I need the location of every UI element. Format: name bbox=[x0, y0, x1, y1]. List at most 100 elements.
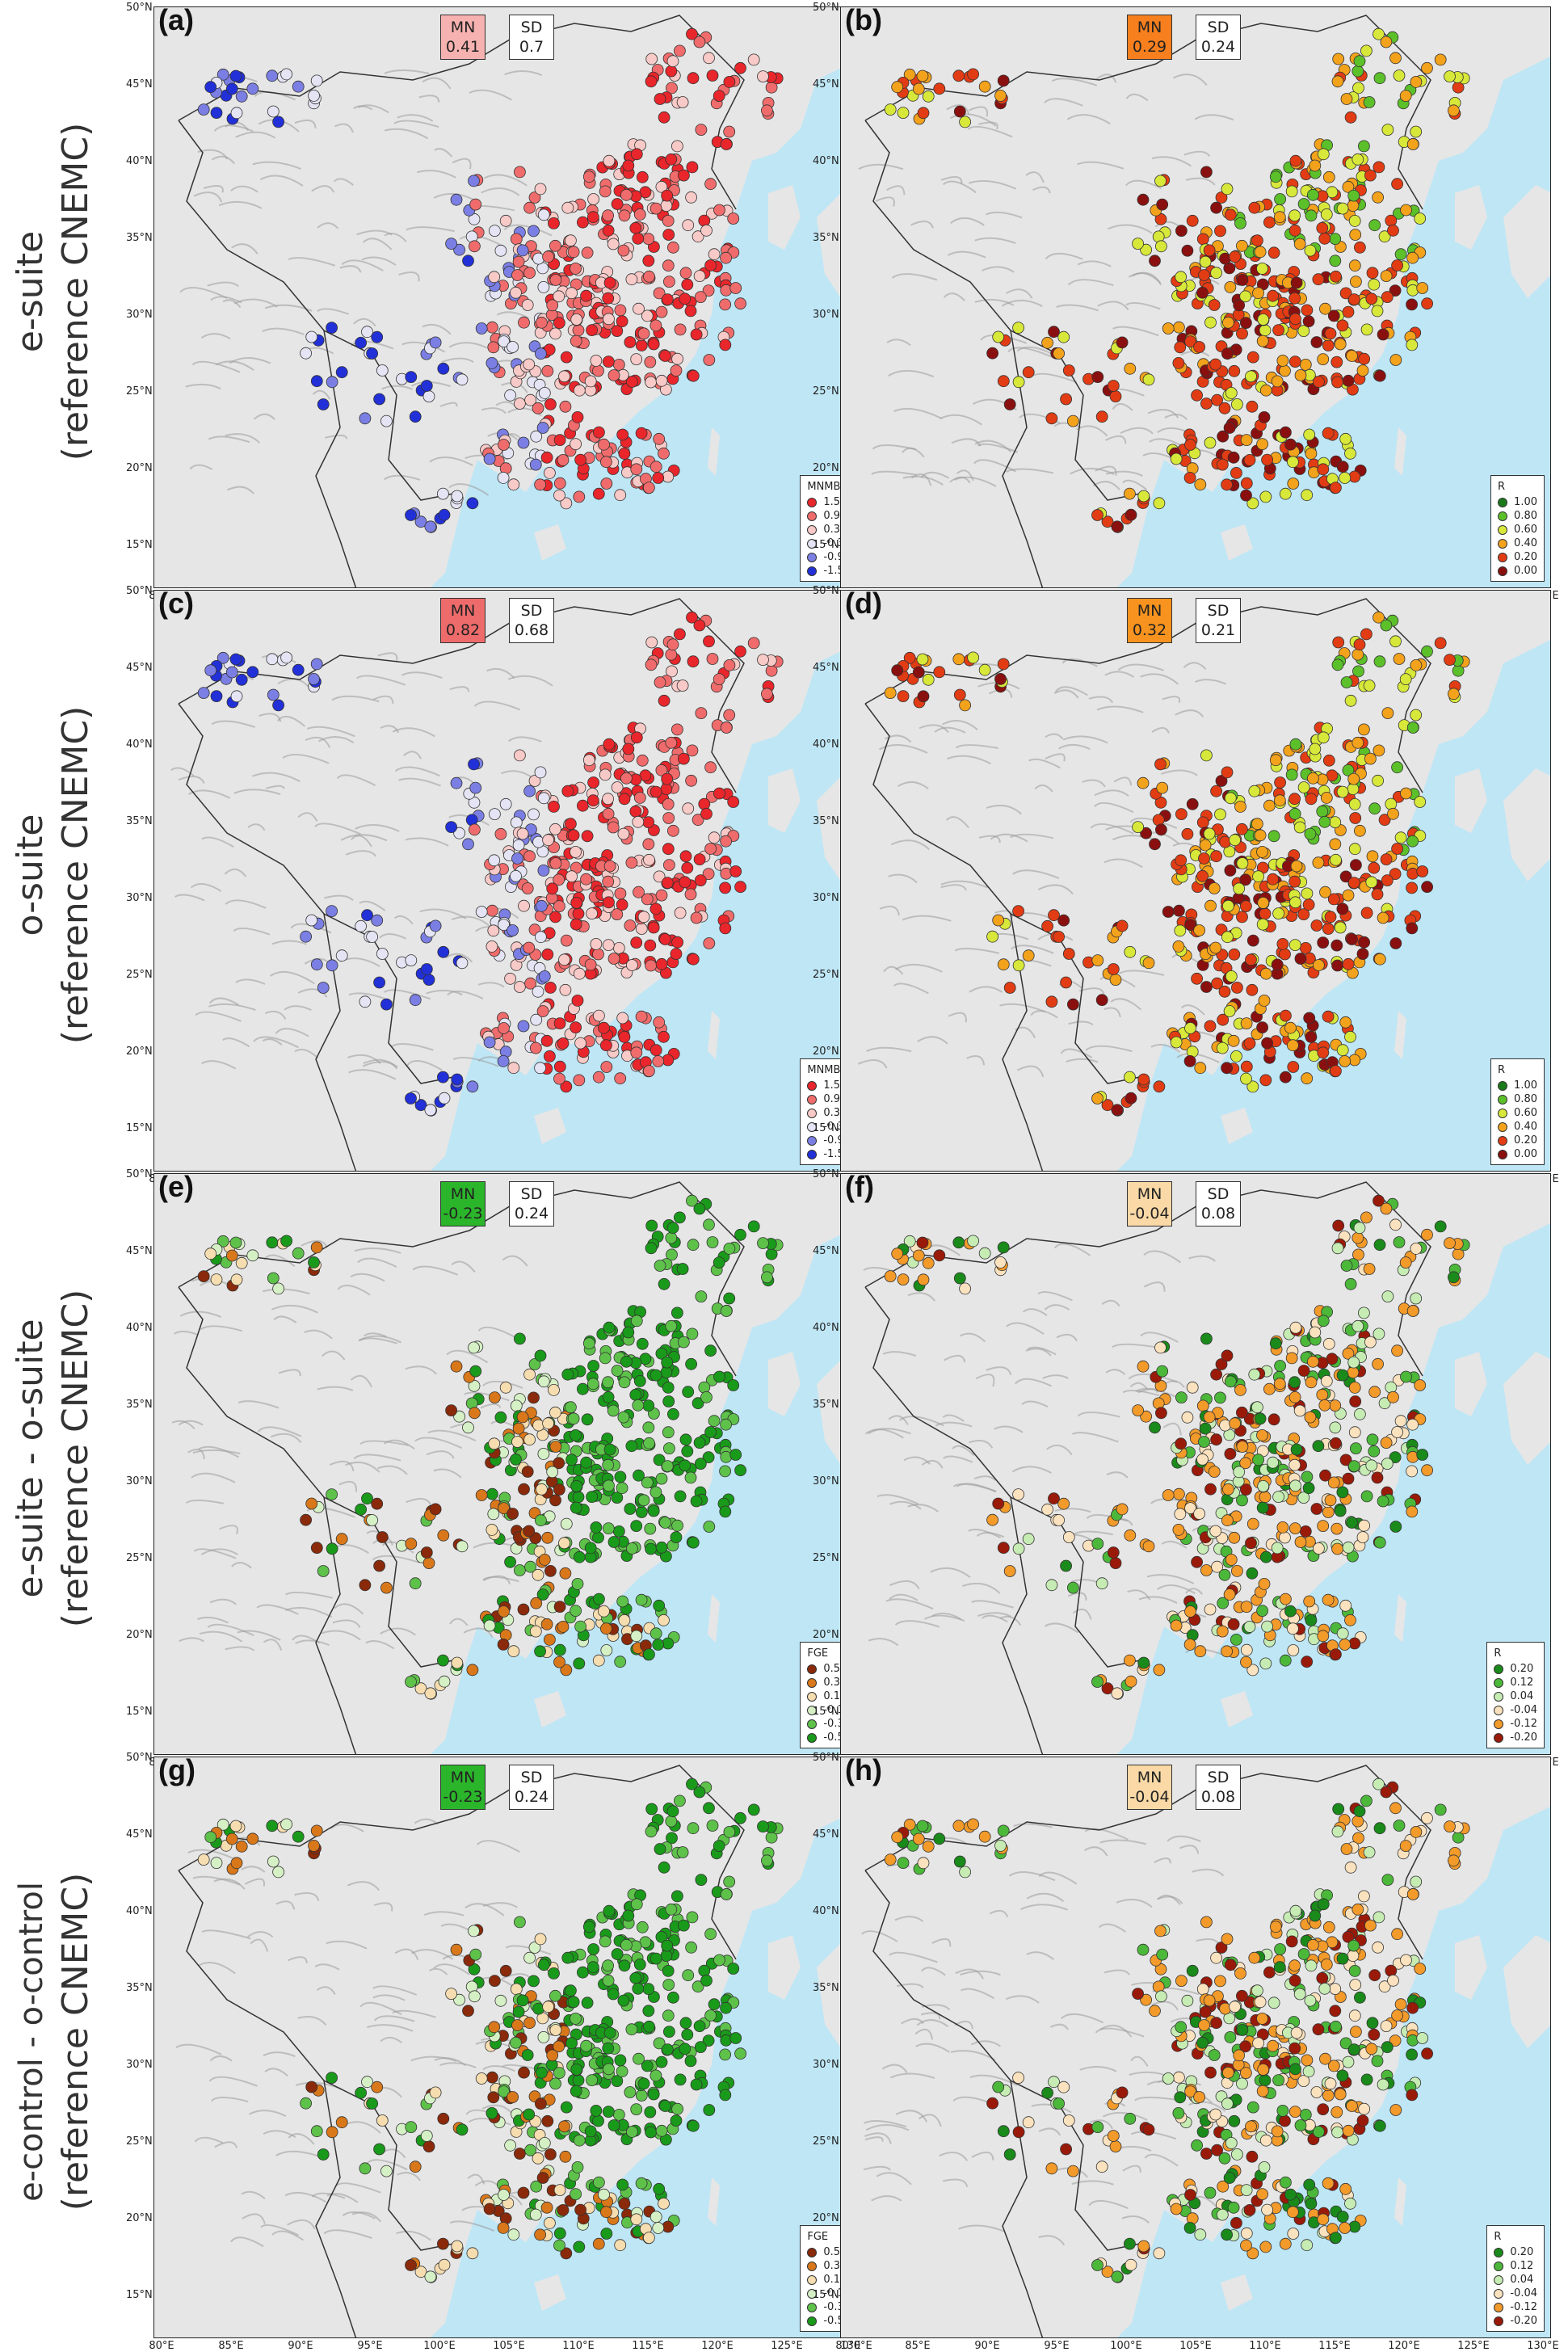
station-marker bbox=[1257, 1502, 1268, 1513]
station-marker bbox=[658, 2198, 670, 2209]
station-marker bbox=[1305, 245, 1316, 256]
station-marker bbox=[1184, 472, 1196, 483]
station-marker bbox=[425, 1104, 436, 1116]
sd-stat-box: SD 0.24 bbox=[1196, 15, 1241, 60]
station-marker bbox=[1401, 788, 1412, 799]
station-marker bbox=[613, 1525, 624, 1537]
station-marker bbox=[704, 1219, 715, 1231]
station-marker bbox=[1320, 303, 1331, 314]
station-marker bbox=[613, 2109, 624, 2120]
station-marker bbox=[544, 1050, 555, 1062]
station-marker bbox=[518, 437, 529, 448]
station-marker bbox=[484, 2203, 495, 2215]
lat-tick-label: 40°N bbox=[813, 155, 839, 167]
station-marker bbox=[1125, 1529, 1136, 1541]
station-marker bbox=[603, 313, 615, 325]
station-marker bbox=[1309, 743, 1321, 755]
station-marker bbox=[662, 260, 674, 271]
legend-title: R bbox=[1498, 481, 1537, 493]
station-marker bbox=[1259, 908, 1271, 919]
station-marker bbox=[1185, 440, 1196, 451]
station-marker bbox=[593, 949, 604, 960]
station-marker bbox=[995, 1256, 1007, 1268]
station-marker bbox=[1257, 1022, 1268, 1033]
station-marker bbox=[1272, 376, 1283, 387]
legend-label: -0.20 bbox=[1510, 1731, 1537, 1744]
station-marker bbox=[198, 1854, 209, 1866]
station-marker bbox=[1235, 217, 1246, 229]
station-marker bbox=[205, 665, 216, 676]
station-marker bbox=[1352, 649, 1364, 660]
station-marker bbox=[633, 2053, 645, 2064]
station-marker bbox=[575, 454, 586, 465]
station-marker bbox=[1260, 491, 1272, 503]
station-marker bbox=[1359, 353, 1370, 364]
mn-stat-box: MN -0.23 bbox=[440, 1765, 486, 1810]
station-marker bbox=[701, 225, 713, 236]
station-marker bbox=[679, 293, 691, 305]
station-marker bbox=[1258, 897, 1269, 908]
legend-swatch bbox=[1498, 1150, 1507, 1159]
map-svg bbox=[154, 7, 864, 588]
station-marker bbox=[528, 225, 540, 237]
station-marker bbox=[1358, 141, 1369, 152]
station-marker bbox=[1197, 1400, 1209, 1412]
station-marker bbox=[1194, 925, 1205, 936]
station-marker bbox=[537, 1589, 549, 1601]
station-marker bbox=[463, 2005, 474, 2017]
legend-swatch bbox=[1498, 1109, 1507, 1118]
legend-label: 0.00 bbox=[1514, 1148, 1537, 1160]
station-marker bbox=[953, 70, 965, 82]
station-marker bbox=[554, 1061, 565, 1072]
station-marker bbox=[1318, 464, 1329, 475]
station-marker bbox=[615, 1073, 626, 1084]
station-marker bbox=[1267, 1457, 1279, 1468]
legend-label: 0.20 bbox=[1510, 1663, 1533, 1675]
station-marker bbox=[761, 1272, 772, 1283]
station-marker bbox=[616, 2066, 628, 2077]
legend-swatch bbox=[807, 2262, 817, 2271]
mn-label: MN bbox=[441, 601, 485, 621]
station-marker bbox=[694, 854, 705, 865]
station-marker bbox=[1209, 883, 1220, 894]
station-marker bbox=[662, 1965, 674, 1976]
station-marker bbox=[634, 792, 645, 803]
station-marker bbox=[410, 995, 421, 1006]
station-marker bbox=[423, 1558, 435, 1569]
station-marker bbox=[714, 1954, 725, 1966]
station-marker bbox=[1330, 1649, 1341, 1660]
station-marker bbox=[1247, 351, 1259, 363]
station-marker bbox=[309, 1256, 320, 1268]
station-marker bbox=[430, 337, 441, 348]
station-marker bbox=[648, 339, 659, 350]
station-marker bbox=[724, 76, 735, 87]
station-marker bbox=[488, 925, 499, 936]
station-marker bbox=[1435, 54, 1446, 65]
legend-item: 0.80 bbox=[1498, 1092, 1537, 1106]
legend-swatch bbox=[1498, 1122, 1507, 1132]
sd-value: 0.68 bbox=[510, 621, 553, 640]
station-marker bbox=[1108, 1547, 1119, 1559]
mn-label: MN bbox=[441, 1768, 485, 1787]
station-marker bbox=[1435, 637, 1446, 649]
station-marker bbox=[554, 478, 565, 489]
station-marker bbox=[661, 200, 672, 212]
station-marker bbox=[281, 1235, 292, 1247]
legend-item: -0.04 bbox=[1494, 1703, 1537, 1717]
station-marker bbox=[376, 365, 388, 377]
station-marker bbox=[1157, 782, 1168, 793]
station-marker bbox=[748, 1804, 759, 1816]
map-frame bbox=[153, 1757, 864, 2338]
station-marker bbox=[648, 922, 659, 933]
station-marker bbox=[518, 1020, 529, 1032]
station-marker bbox=[1273, 325, 1284, 336]
station-marker bbox=[662, 1940, 673, 1951]
station-marker bbox=[670, 1532, 682, 1543]
station-marker bbox=[885, 688, 896, 699]
station-marker bbox=[666, 65, 677, 77]
station-marker bbox=[1381, 1458, 1393, 1470]
station-marker bbox=[514, 398, 525, 410]
legend-swatch bbox=[807, 1733, 817, 1743]
